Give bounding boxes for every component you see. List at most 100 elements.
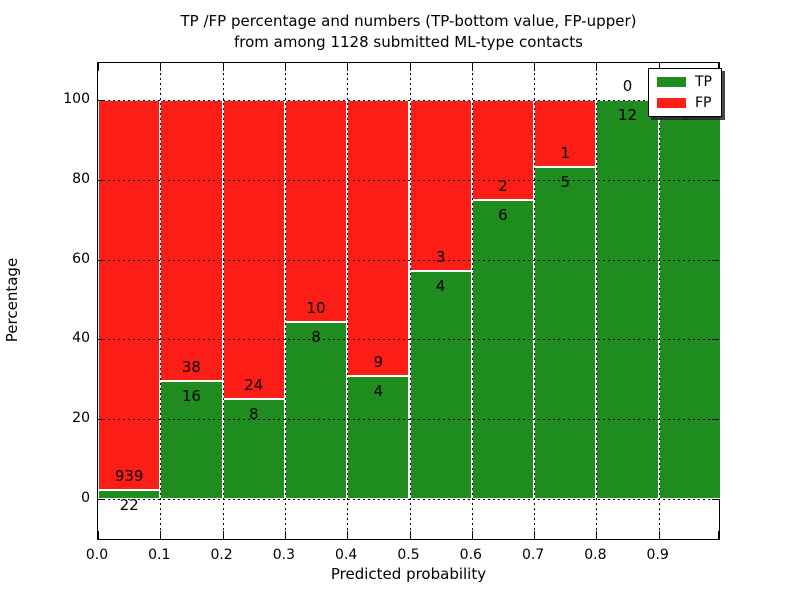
bar-segment-tp	[284, 321, 348, 499]
legend-entry-tp: TP	[657, 75, 712, 89]
x-tick-label: 0.6	[459, 547, 482, 563]
x-tick-mark-bottom	[284, 531, 286, 539]
v-gridline	[409, 63, 411, 539]
fp-count-label: 0	[622, 77, 633, 95]
y-tick-label: 40	[72, 330, 90, 347]
y-tick-mark-right	[712, 179, 719, 181]
y-tick-label: 100	[63, 91, 90, 107]
x-tick-label: 0.5	[397, 547, 420, 563]
tp-legend-label: TP	[695, 74, 712, 90]
h-gridline	[98, 499, 719, 500]
v-gridline	[284, 63, 286, 539]
x-axis-label: Predicted probability	[330, 565, 487, 583]
y-tick-mark-left	[98, 499, 105, 500]
v-gridline	[347, 63, 349, 539]
h-gridline	[98, 100, 719, 101]
bar-segment-fp	[284, 100, 348, 322]
y-tick-label: 60	[72, 250, 90, 267]
y-tick-mark-right	[712, 339, 719, 341]
x-tick-mark-bottom	[409, 531, 411, 539]
x-tick-label: 0.1	[148, 547, 171, 563]
x-tick-mark-bottom	[596, 531, 598, 539]
v-gridline	[596, 63, 598, 539]
x-tick-mark-top	[347, 63, 349, 71]
x-tick-mark-top	[534, 63, 536, 71]
fp-count-label: 9	[373, 353, 384, 372]
bar-segment-fp	[222, 100, 285, 400]
x-tick-mark-top	[471, 63, 473, 71]
x-tick-mark-bottom	[222, 531, 224, 539]
x-tick-mark-bottom	[98, 531, 99, 539]
v-gridline	[658, 63, 660, 539]
x-tick-mark-top	[658, 63, 660, 71]
tp-count-label: 4	[373, 382, 384, 401]
y-tick-mark-right	[712, 499, 719, 500]
x-tick-label: 0.4	[335, 547, 358, 563]
y-tick-mark-left	[98, 100, 105, 101]
x-tick-mark-bottom	[347, 531, 349, 539]
bar-segment-fp	[98, 100, 161, 490]
x-tick-mark-top	[160, 63, 162, 71]
y-tick-mark-left	[98, 339, 105, 341]
tp-count-label: 16	[181, 386, 201, 405]
x-tick-mark-top	[409, 63, 411, 71]
fp-legend-label: FP	[695, 95, 712, 111]
x-tick-mark-top	[284, 63, 286, 71]
plot-area: TP FP 93922381624810894342615012017	[97, 62, 722, 540]
tp-count-label: 4	[435, 277, 446, 295]
x-tick-mark-bottom	[658, 531, 660, 539]
bar-segment-tp	[98, 489, 161, 499]
x-tick-mark-bottom	[471, 531, 473, 539]
v-gridline	[471, 63, 473, 539]
x-tick-mark-top	[596, 63, 598, 71]
x-tick-label: 0.8	[584, 547, 607, 563]
v-gridline	[160, 63, 162, 539]
fp-legend-swatch	[657, 98, 686, 108]
y-tick-label: 80	[72, 170, 90, 187]
x-tick-label: 0.2	[210, 547, 233, 563]
y-tick-mark-left	[98, 179, 105, 181]
chart-title: TP /FP percentage and numbers (TP-bottom…	[97, 11, 720, 53]
y-tick-label: 20	[72, 410, 90, 427]
fp-count-label: 10	[306, 298, 326, 317]
y-tick-mark-left	[98, 259, 105, 261]
chart-title-line1: TP /FP percentage and numbers (TP-bottom…	[180, 12, 637, 30]
x-tick-mark-bottom	[160, 531, 162, 539]
x-tick-label: 0.7	[521, 547, 545, 563]
v-gridline	[222, 63, 224, 539]
bar-segment-fp	[347, 100, 410, 377]
tp-count-label: 6	[498, 205, 508, 224]
tp-count-label: 22	[119, 495, 139, 514]
tp-count-label: 8	[248, 405, 259, 424]
x-tick-mark-bottom	[718, 531, 719, 539]
v-gridline	[534, 63, 536, 539]
y-axis-label: Percentage	[3, 257, 21, 343]
bar-segment-tp	[596, 100, 659, 499]
bar-segment-tp	[160, 380, 223, 499]
bar-segment-tp	[222, 399, 285, 499]
fp-count-label: 24	[244, 376, 264, 395]
h-gridline	[98, 419, 719, 421]
bar-segment-fp	[534, 100, 597, 167]
x-tick-label: 0.9	[646, 547, 669, 563]
h-gridline	[98, 339, 719, 341]
fp-count-label: 939	[114, 466, 144, 485]
y-tick-mark-right	[712, 419, 719, 421]
bar-segment-fp	[471, 100, 535, 200]
x-tick-label: 0.0	[85, 547, 109, 563]
x-tick-mark-top	[222, 63, 224, 71]
tp-legend-swatch	[657, 77, 686, 87]
legend-entry-fp: FP	[657, 96, 712, 110]
legend: TP FP	[648, 68, 722, 117]
tp-count-label: 5	[560, 172, 571, 191]
fp-count-label: 3	[435, 248, 446, 266]
h-gridline	[98, 259, 719, 261]
x-tick-mark-bottom	[534, 531, 536, 539]
fp-count-label: 2	[498, 176, 508, 195]
bar-segment-tp	[471, 199, 535, 499]
tp-count-label: 12	[617, 106, 638, 124]
tp-count-label: 8	[311, 327, 321, 346]
h-gridline	[98, 179, 719, 181]
x-tick-mark-top	[98, 63, 99, 71]
